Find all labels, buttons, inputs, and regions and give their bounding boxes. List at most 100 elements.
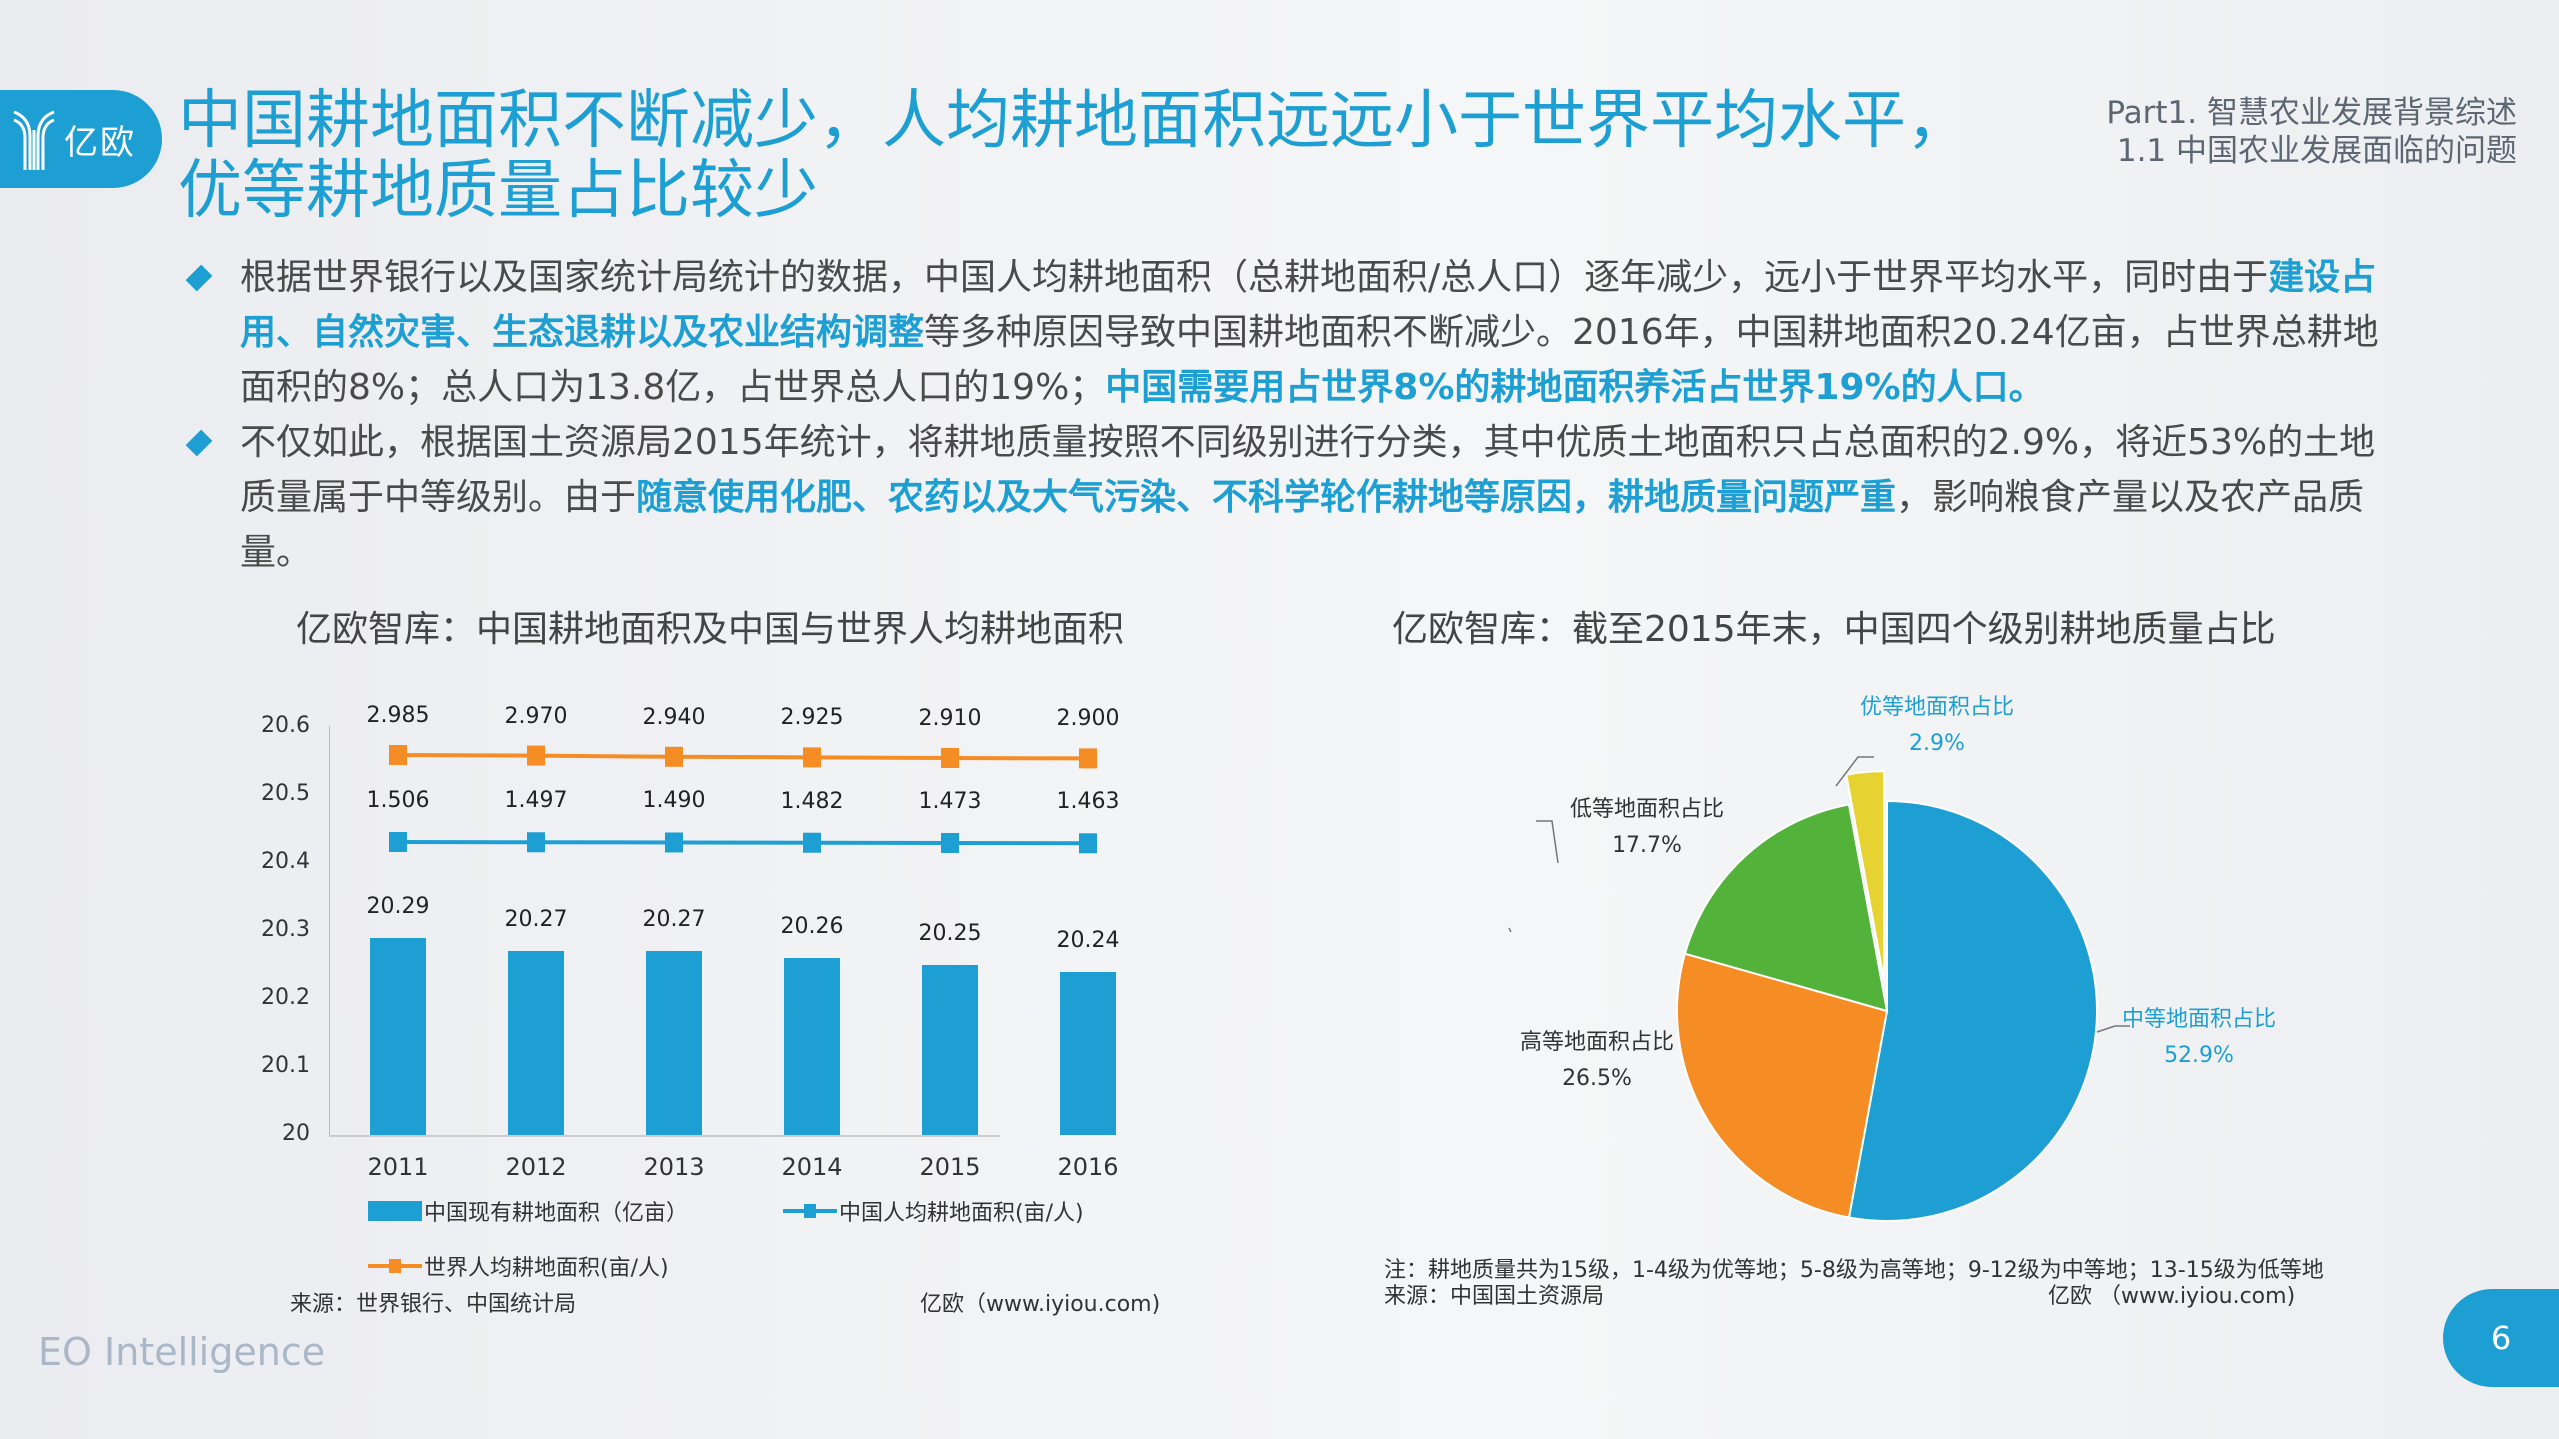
pie-svg bbox=[1508, 756, 2130, 1222]
bar-chart-source: 来源：世界银行、中国统计局 bbox=[290, 1292, 577, 1317]
line-marker bbox=[665, 746, 683, 767]
leader-line bbox=[1536, 820, 1559, 864]
line-value-label: 2.900 bbox=[1056, 706, 1120, 732]
bar-value-label: 20.29 bbox=[366, 893, 430, 919]
line-marker bbox=[527, 832, 545, 853]
bar-chart-title: 亿欧智库：中国耕地面积及中国与世界人均耕地面积 bbox=[296, 609, 1125, 650]
line-marker bbox=[1079, 748, 1097, 769]
logo-text: 亿欧 bbox=[64, 122, 136, 163]
line-marker bbox=[803, 747, 821, 768]
leader-line bbox=[1508, 927, 1512, 933]
line-marker bbox=[665, 832, 683, 853]
bullet-item: 根据世界银行以及国家统计局统计的数据，中国人均耕地面积（总耕地面积/总人口）逐年… bbox=[182, 250, 2382, 415]
pie-credit: 亿欧 （www.iyiou.com) bbox=[2048, 1284, 2296, 1309]
line-value-label: 2.925 bbox=[780, 705, 844, 731]
bar bbox=[922, 965, 978, 1135]
line-marker bbox=[941, 748, 959, 768]
bar bbox=[1060, 971, 1116, 1135]
bullet-highlight: 建设占用、自然灾害、生态退耕以及农业结构调整 bbox=[240, 257, 2377, 353]
page-title: 中国耕地面积不断减少，人均耕地面积远远小于世界平均水平， 优等耕地质量占比较少 bbox=[178, 86, 1970, 226]
title-line-1: 中国耕地面积不断减少，人均耕地面积远远小于世界平均水平， bbox=[178, 84, 1970, 158]
section-label: 1.1 中国农业发展面临的问题 bbox=[2116, 133, 2517, 169]
line-value-label: 1.490 bbox=[642, 788, 706, 814]
bar-value-label: 20.27 bbox=[642, 907, 706, 933]
y-tick-label: 20.4 bbox=[261, 849, 310, 874]
y-tick-label: 20 bbox=[282, 1121, 310, 1146]
line-value-label: 2.940 bbox=[642, 704, 706, 730]
line-value-label: 1.497 bbox=[504, 788, 568, 814]
brand-logo: 亿欧 bbox=[0, 90, 162, 188]
y-tick-label: 20.1 bbox=[261, 1053, 310, 1078]
legend-label: 中国现有耕地面积（亿亩） bbox=[424, 1201, 689, 1226]
line-series bbox=[397, 753, 1089, 761]
line-marker bbox=[389, 745, 407, 765]
bar-value-label: 20.25 bbox=[918, 921, 982, 946]
bar-value-label: 20.24 bbox=[1056, 927, 1120, 953]
line-series bbox=[397, 840, 1089, 846]
title-line-2: 优等耕地质量占比较少 bbox=[178, 154, 818, 228]
x-tick-label: 2015 bbox=[919, 1153, 981, 1181]
y-tick-label: 20.5 bbox=[261, 781, 310, 806]
legend-label: 世界人均耕地面积(亩/人) bbox=[424, 1256, 669, 1281]
line-value-label: 1.463 bbox=[1056, 789, 1120, 815]
y-tick-label: 20.6 bbox=[261, 713, 310, 738]
line-marker bbox=[941, 832, 959, 853]
pie-slice-label: 低等地面积占比 17.7% bbox=[1570, 797, 1725, 858]
pie-slice bbox=[1676, 952, 1889, 1219]
bullet-highlight: 随意使用化肥、农药以及大气污染、不科学轮作耕地等原因，耕地质量问题严重 bbox=[636, 477, 1897, 518]
pie-slice bbox=[1845, 770, 1886, 982]
legend-bar-swatch bbox=[368, 1201, 422, 1221]
section-breadcrumb: Part1. 智慧农业发展背景综述 1.1 中国农业发展面临的问题 bbox=[2106, 94, 2517, 170]
legend-line-swatch bbox=[368, 1256, 422, 1276]
line-series-layer bbox=[389, 745, 1097, 854]
legend-item-china-area: 中国现有耕地面积（亿亩） bbox=[368, 1195, 688, 1227]
bullet-text: 等多种原因导致中国耕地面积不断减少。2016年，中国耕地面积20.24亿亩，占世… bbox=[240, 312, 2379, 408]
bar-value-label: 20.26 bbox=[780, 914, 844, 940]
legend-item-world-per-capita: 世界人均耕地面积(亩/人) bbox=[368, 1250, 669, 1282]
leader-line bbox=[1835, 756, 1874, 787]
line-marker bbox=[803, 832, 821, 853]
bar bbox=[784, 958, 840, 1135]
x-axis-line bbox=[329, 1135, 1000, 1137]
bar bbox=[646, 951, 702, 1135]
line-value-label: 1.506 bbox=[366, 788, 430, 813]
footer-brand: EO Intelligence bbox=[38, 1330, 326, 1374]
leader-line bbox=[2096, 1025, 2130, 1033]
x-tick-label: 2013 bbox=[643, 1153, 705, 1181]
legend-label: 中国人均耕地面积(亩/人) bbox=[839, 1201, 1084, 1226]
line-marker bbox=[1079, 833, 1097, 854]
bullet-item: 不仅如此，根据国土资源局2015年统计，将耕地质量按照不同级别进行分类，其中优质… bbox=[182, 415, 2382, 580]
pie-slice-label: 优等地面积占比 2.9% bbox=[1860, 695, 2015, 756]
bullet-text: 根据世界银行以及国家统计局统计的数据，中国人均耕地面积（总耕地面积/总人口）逐年… bbox=[240, 257, 2269, 298]
bar bbox=[370, 937, 426, 1135]
x-tick-label: 2011 bbox=[367, 1153, 429, 1181]
legend-item-china-per-capita: 中国人均耕地面积(亩/人) bbox=[783, 1195, 1084, 1227]
pie-slice-label: 中等地面积占比 52.9% bbox=[2122, 1007, 2277, 1068]
pie-source: 来源：中国国土资源局 bbox=[1384, 1284, 1605, 1309]
x-tick-label: 2012 bbox=[505, 1153, 567, 1181]
diamond-bullet-icon bbox=[185, 264, 213, 292]
pie-chart-title: 亿欧智库：截至2015年末，中国四个级别耕地质量占比 bbox=[1392, 609, 2276, 650]
bullet-text: 不仅如此，根据国土资源局2015年统计，将耕地质量按照不同级别进行分类，其中优质… bbox=[240, 422, 2376, 518]
diamond-bullet-icon bbox=[185, 429, 213, 457]
y-axis-line bbox=[329, 726, 330, 1135]
line-value-label: 1.482 bbox=[780, 788, 844, 814]
bullet-highlight: 中国需要用占世界8%的耕地面积养活占世界19%的人口。 bbox=[1105, 367, 2045, 408]
legend-line-swatch bbox=[783, 1201, 837, 1221]
pie-chart: 中等地面积占比 52.9% 高等地面积占比 26.5% 低等地面积占比 17.7% 优等地面… bbox=[1370, 680, 2330, 1240]
bar-chart-credit: 亿欧（www.iyiou.com) bbox=[920, 1292, 1161, 1317]
pie-slice-label: 高等地面积占比 26.5% bbox=[1520, 1030, 1675, 1091]
x-tick-label: 2016 bbox=[1057, 1153, 1119, 1181]
pie-note: 注：耕地质量共为15级，1-4级为优等地；5-8级为高等地；9-12级为中等地；… bbox=[1384, 1258, 2324, 1283]
line-value-label: 2.970 bbox=[504, 703, 568, 729]
x-tick-label: 2014 bbox=[781, 1153, 843, 1181]
pie-slice bbox=[1847, 799, 2098, 1222]
bar bbox=[508, 951, 564, 1135]
line-marker bbox=[527, 745, 545, 766]
part-label: Part1. 智慧农业发展背景综述 bbox=[2106, 95, 2517, 131]
y-tick-label: 20.3 bbox=[261, 917, 310, 942]
line-value-label: 2.910 bbox=[918, 706, 982, 731]
bullet-list: 根据世界银行以及国家统计局统计的数据，中国人均耕地面积（总耕地面积/总人口）逐年… bbox=[182, 250, 2382, 580]
yiou-logo-icon bbox=[13, 110, 55, 170]
bar-line-chart: 20.6 20.5 20.4 20.3 20.2 20.1 20 20.29 2011 20.27… bbox=[240, 690, 1180, 1330]
